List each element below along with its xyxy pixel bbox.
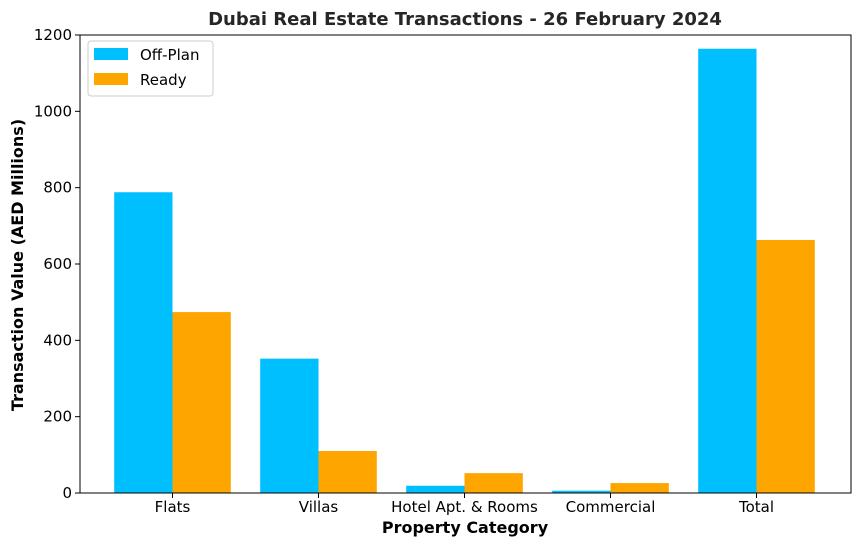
y-axis-label: Transaction Value (AED Millions) [8,119,27,411]
y-tick-label: 1000 [34,102,72,120]
x-tick-label: Villas [299,498,339,516]
x-tick-label: Hotel Apt. & Rooms [391,498,538,516]
bar-off-plan-commercial [552,490,611,493]
bar-ready-commercial [610,483,669,493]
y-axis: 0 200 400 600 800 1000 1200 [34,26,80,502]
legend-swatch-off-plan [94,48,128,60]
bar-off-plan-total [698,48,757,494]
legend-label-ready: Ready [140,71,187,89]
y-tick-label: 200 [43,408,72,426]
legend-label-off-plan: Off-Plan [140,46,199,64]
x-tick-label: Flats [155,498,191,516]
x-tick-label: Commercial [566,498,656,516]
x-axis-label: Property Category [382,518,549,537]
y-tick-label: 400 [43,331,72,349]
bar-ready-villas [318,451,377,493]
y-tick-label: 1200 [34,26,72,44]
bar-off-plan-flats [114,192,173,493]
y-tick-label: 800 [43,179,72,197]
legend: Off-Plan Ready [87,40,214,97]
bar-ready-total [756,239,815,493]
y-tick-label: 600 [43,255,72,273]
chart-title: Dubai Real Estate Transactions - 26 Febr… [208,9,722,30]
x-tick-label: Total [738,498,774,516]
plot-area [114,48,815,494]
bar-ready-hotel-apt-rooms [464,473,523,493]
y-tick-label: 0 [62,484,72,502]
bar-off-plan-villas [260,358,319,493]
legend-swatch-ready [94,73,128,85]
bar-ready-flats [172,312,231,493]
bar-off-plan-hotel-apt-rooms [406,485,465,493]
x-axis: Flats Villas Hotel Apt. & Rooms Commercial T… [155,493,774,516]
